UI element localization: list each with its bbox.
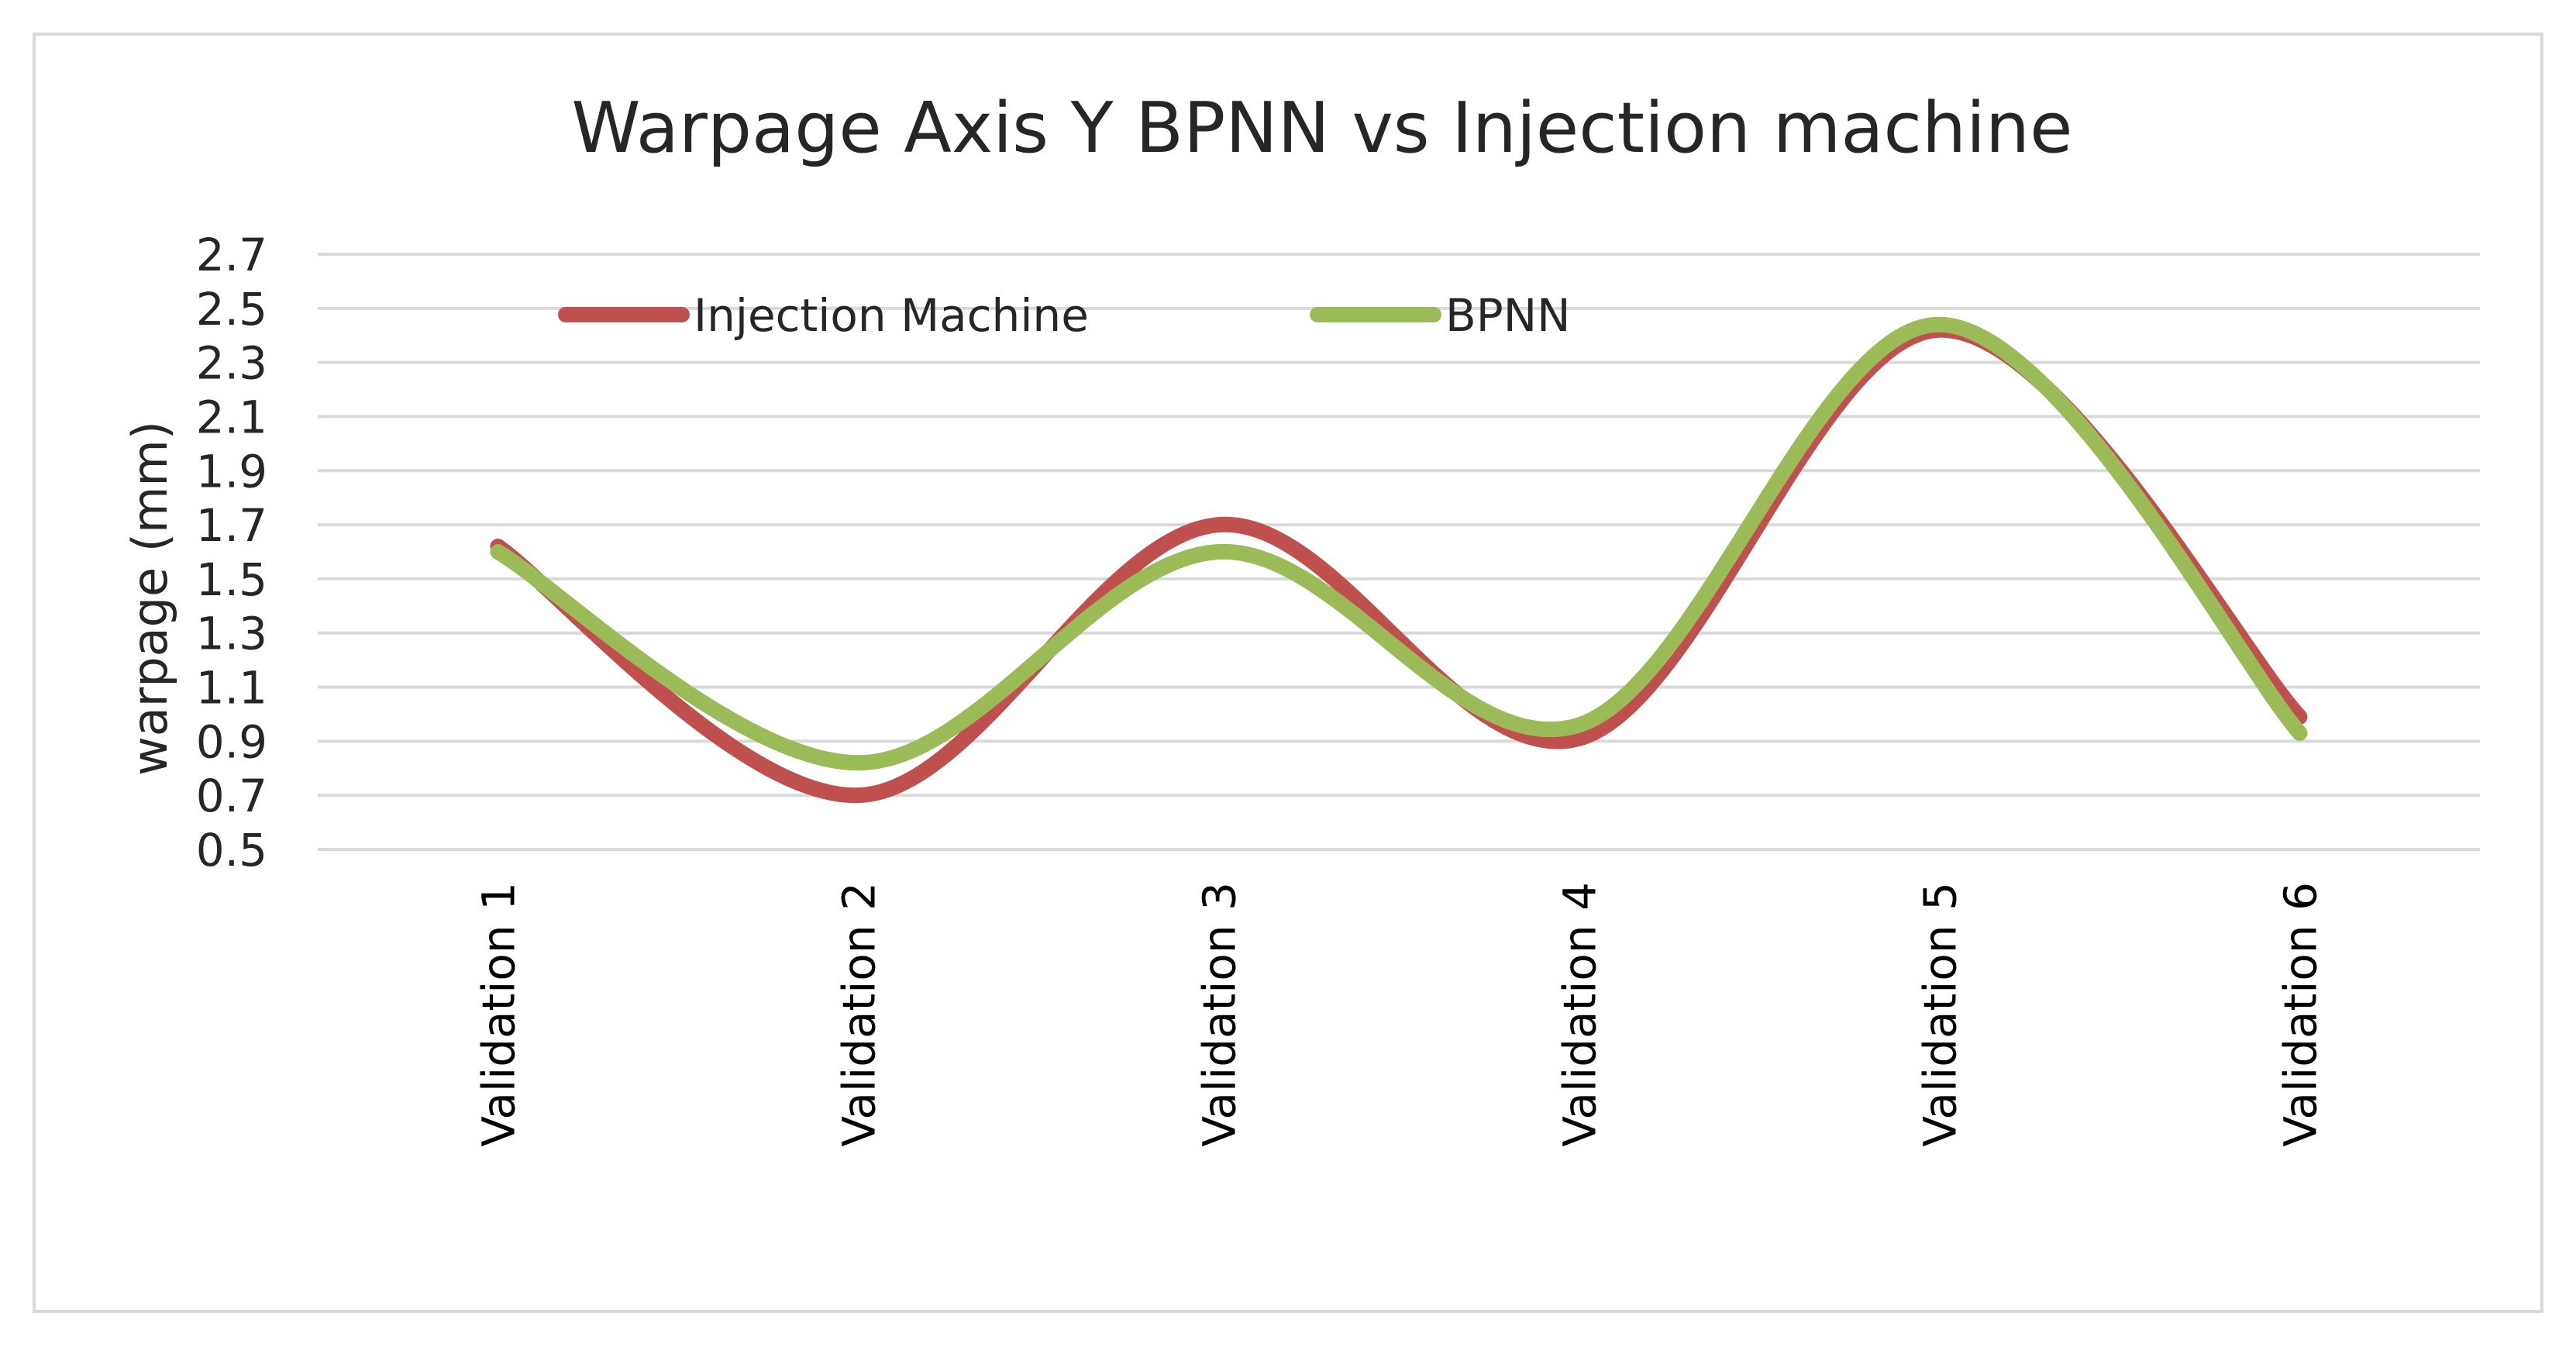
y-tick-label: 2.1: [196, 391, 267, 443]
y-tick-label: 2.7: [196, 229, 267, 281]
x-tick-labels: Validation 1 Validation 2 Validation 3 Vali…: [473, 882, 2327, 1147]
x-tick-label: Validation 1: [473, 882, 525, 1147]
chart-border: [33, 33, 2543, 1313]
legend: Injection Machine BPNN: [558, 289, 1571, 342]
chart-title: Warpage Axis Y BPNN vs Injection machine: [572, 88, 2073, 169]
y-tick-label: 1.9: [196, 445, 267, 498]
y-tick-labels: 0.50.70.91.11.31.51.71.92.12.32.52.7: [196, 229, 267, 877]
series-lines: [490, 316, 2308, 804]
legend-item-injection-machine: Injection Machine: [558, 289, 1089, 342]
y-tick-label: 1.3: [196, 608, 267, 660]
y-axis-label: warpage (mm): [122, 421, 178, 776]
y-tick-label: 2.5: [196, 283, 267, 336]
x-tick-label: Validation 4: [1554, 882, 1607, 1147]
x-tick-label: Validation 5: [1914, 882, 1967, 1147]
x-tick-label: Validation 6: [2275, 882, 2327, 1147]
y-tick-label: 1.1: [196, 662, 267, 715]
legend-label: BPNN: [1445, 289, 1571, 342]
x-tick-label: Validation 2: [833, 882, 886, 1147]
y-tick-label: 0.5: [196, 824, 267, 877]
y-tick-label: 1.7: [196, 499, 267, 552]
x-tick-label: Validation 3: [1193, 882, 1246, 1147]
y-tick-label: 0.9: [196, 715, 267, 768]
series-line-bpnn: [490, 316, 2308, 771]
y-tick-label: 1.5: [196, 553, 267, 606]
y-tick-label: 0.7: [196, 770, 267, 822]
legend-label: Injection Machine: [694, 289, 1089, 342]
y-tick-label: 2.3: [196, 337, 267, 390]
legend-item-bpnn: BPNN: [1310, 289, 1571, 342]
